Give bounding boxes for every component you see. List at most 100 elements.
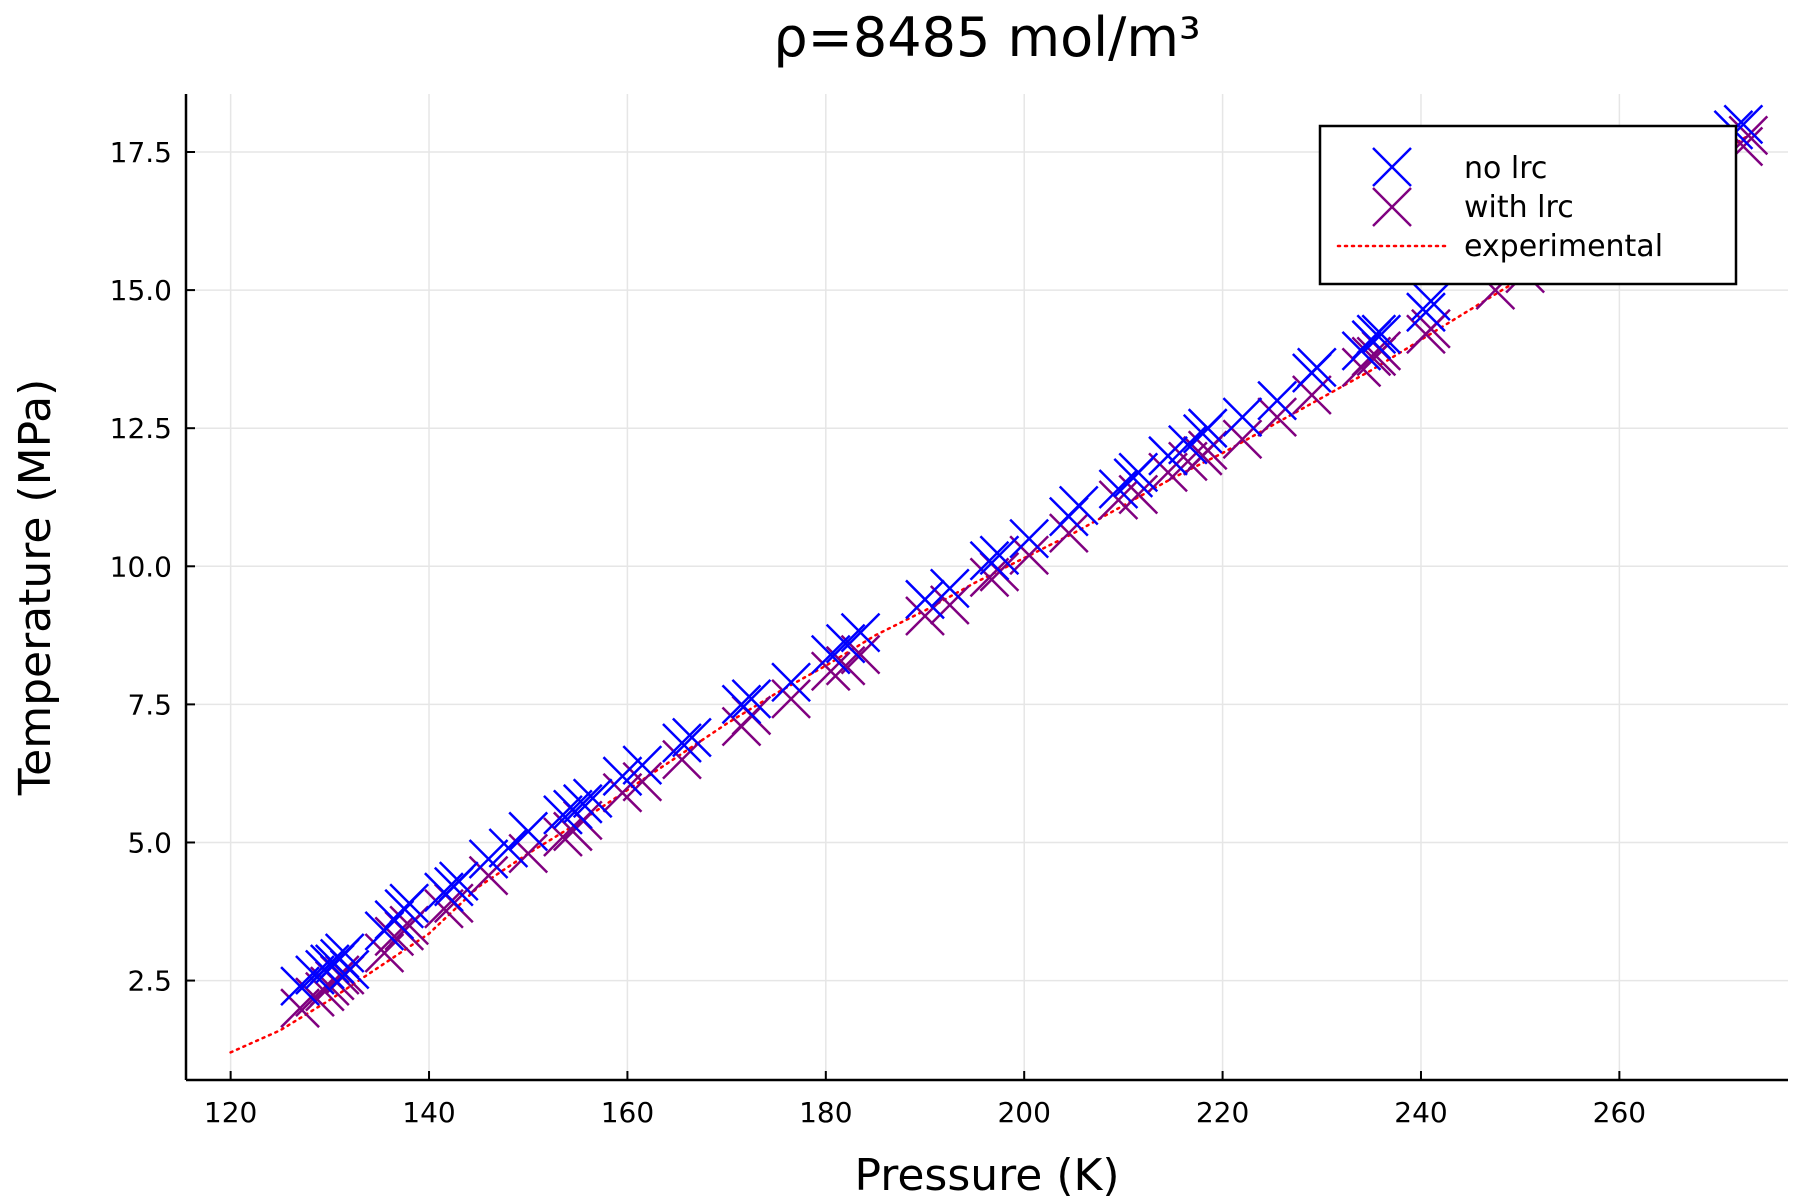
point-stroke bbox=[602, 772, 643, 813]
point-no-lrc bbox=[1187, 408, 1228, 449]
point-stroke bbox=[929, 568, 970, 609]
point-no-lrc bbox=[1058, 485, 1099, 526]
y-tick-label: 17.5 bbox=[110, 136, 172, 169]
point-stroke bbox=[389, 905, 430, 946]
point-with-lrc bbox=[389, 905, 430, 946]
point-no-lrc bbox=[622, 745, 663, 786]
axes bbox=[184, 94, 1788, 1082]
series bbox=[229, 104, 1769, 1054]
point-stroke bbox=[1222, 419, 1263, 460]
x-tick-label: 180 bbox=[799, 1096, 852, 1129]
x-axis-title: Pressure (K) bbox=[854, 1150, 1119, 1200]
point-stroke bbox=[840, 612, 881, 653]
point-stroke bbox=[969, 540, 1010, 581]
point-stroke bbox=[1009, 535, 1050, 576]
point-no-lrc bbox=[1406, 292, 1446, 333]
legend-label-experimental: experimental bbox=[1464, 229, 1663, 264]
point-with-lrc bbox=[969, 557, 1010, 598]
point-stroke bbox=[622, 745, 663, 786]
point-stroke bbox=[771, 678, 811, 719]
point-with-lrc bbox=[543, 817, 583, 857]
point-stroke bbox=[329, 949, 370, 990]
y-tick-label: 7.5 bbox=[127, 688, 172, 721]
point-with-lrc bbox=[1291, 375, 1332, 415]
legend-label-with-lrc: with lrc bbox=[1464, 190, 1574, 225]
point-stroke bbox=[979, 535, 1020, 576]
legend-marker-with-lrc bbox=[1372, 187, 1412, 227]
point-stroke bbox=[562, 783, 603, 824]
point-no-lrc bbox=[1257, 380, 1298, 421]
point-stroke bbox=[324, 933, 365, 973]
point-stroke bbox=[1118, 474, 1159, 515]
legend: no lrc with lrc experimental bbox=[1318, 124, 1738, 286]
point-no-lrc bbox=[562, 783, 603, 824]
point-stroke bbox=[1148, 452, 1188, 493]
point-no-lrc bbox=[468, 839, 509, 879]
point-no-lrc bbox=[979, 535, 1020, 576]
legend-label-no-lrc: no lrc bbox=[1464, 151, 1547, 186]
point-stroke bbox=[1257, 397, 1298, 438]
x-tick-label: 200 bbox=[997, 1096, 1050, 1129]
point-with-lrc bbox=[1148, 452, 1188, 493]
point-stroke bbox=[468, 855, 509, 896]
point-stroke bbox=[1167, 441, 1208, 482]
point-stroke bbox=[508, 811, 549, 852]
point-stroke bbox=[438, 861, 479, 902]
point-with-lrc bbox=[1048, 513, 1089, 554]
point-with-lrc bbox=[929, 585, 970, 625]
point-stroke bbox=[929, 585, 970, 625]
y-tick-label: 15.0 bbox=[110, 274, 172, 307]
point-no-lrc bbox=[771, 662, 811, 703]
y-tick-label: 10.0 bbox=[110, 550, 172, 583]
point-stroke bbox=[1291, 375, 1332, 415]
point-stroke bbox=[1361, 314, 1402, 355]
point-no-lrc bbox=[1118, 452, 1159, 493]
point-stroke bbox=[1187, 408, 1228, 449]
point-no-lrc bbox=[1222, 397, 1263, 438]
point-stroke bbox=[731, 678, 772, 719]
x-tick-label: 220 bbox=[1196, 1096, 1249, 1129]
point-stroke bbox=[602, 756, 643, 797]
point-no-lrc bbox=[662, 723, 702, 763]
point-no-lrc bbox=[1411, 281, 1451, 322]
point-no-lrc bbox=[543, 794, 583, 835]
point-stroke bbox=[1058, 485, 1099, 526]
point-stroke bbox=[572, 778, 613, 819]
point-with-lrc bbox=[1222, 419, 1263, 460]
point-no-lrc bbox=[672, 717, 712, 758]
point-stroke bbox=[1009, 518, 1050, 559]
point-stroke bbox=[1148, 435, 1188, 476]
point-stroke bbox=[1411, 281, 1451, 322]
point-with-lrc bbox=[662, 739, 702, 780]
point-stroke bbox=[1187, 430, 1228, 471]
point-no-lrc bbox=[929, 568, 970, 609]
point-stroke bbox=[468, 839, 509, 879]
point-stroke bbox=[1406, 292, 1446, 333]
x-tick-label: 160 bbox=[601, 1096, 654, 1129]
point-stroke bbox=[840, 634, 881, 675]
point-stroke bbox=[488, 828, 529, 868]
point-no-lrc bbox=[969, 540, 1010, 581]
point-no-lrc bbox=[1356, 314, 1397, 355]
point-stroke bbox=[389, 883, 430, 924]
point-no-lrc bbox=[1296, 347, 1337, 388]
point-stroke bbox=[424, 888, 464, 929]
point-stroke bbox=[810, 651, 851, 692]
point-stroke bbox=[662, 723, 702, 763]
chart-title: ρ=8485 mol/m³ bbox=[773, 6, 1200, 69]
point-stroke bbox=[543, 817, 583, 857]
point-stroke bbox=[1296, 347, 1337, 388]
point-no-lrc bbox=[438, 861, 479, 902]
y-tick-label: 5.0 bbox=[127, 826, 172, 859]
y-axis-title: Temperature (MPa) bbox=[10, 379, 61, 797]
point-no-lrc bbox=[508, 811, 549, 852]
point-no-lrc bbox=[731, 678, 772, 719]
point-stroke bbox=[622, 761, 663, 802]
point-no-lrc bbox=[329, 949, 370, 990]
point-no-lrc bbox=[552, 789, 593, 830]
point-stroke bbox=[1222, 397, 1263, 438]
point-no-lrc bbox=[488, 828, 529, 868]
point-with-lrc bbox=[905, 596, 945, 636]
point-stroke bbox=[721, 684, 762, 725]
point-no-lrc bbox=[602, 756, 643, 797]
